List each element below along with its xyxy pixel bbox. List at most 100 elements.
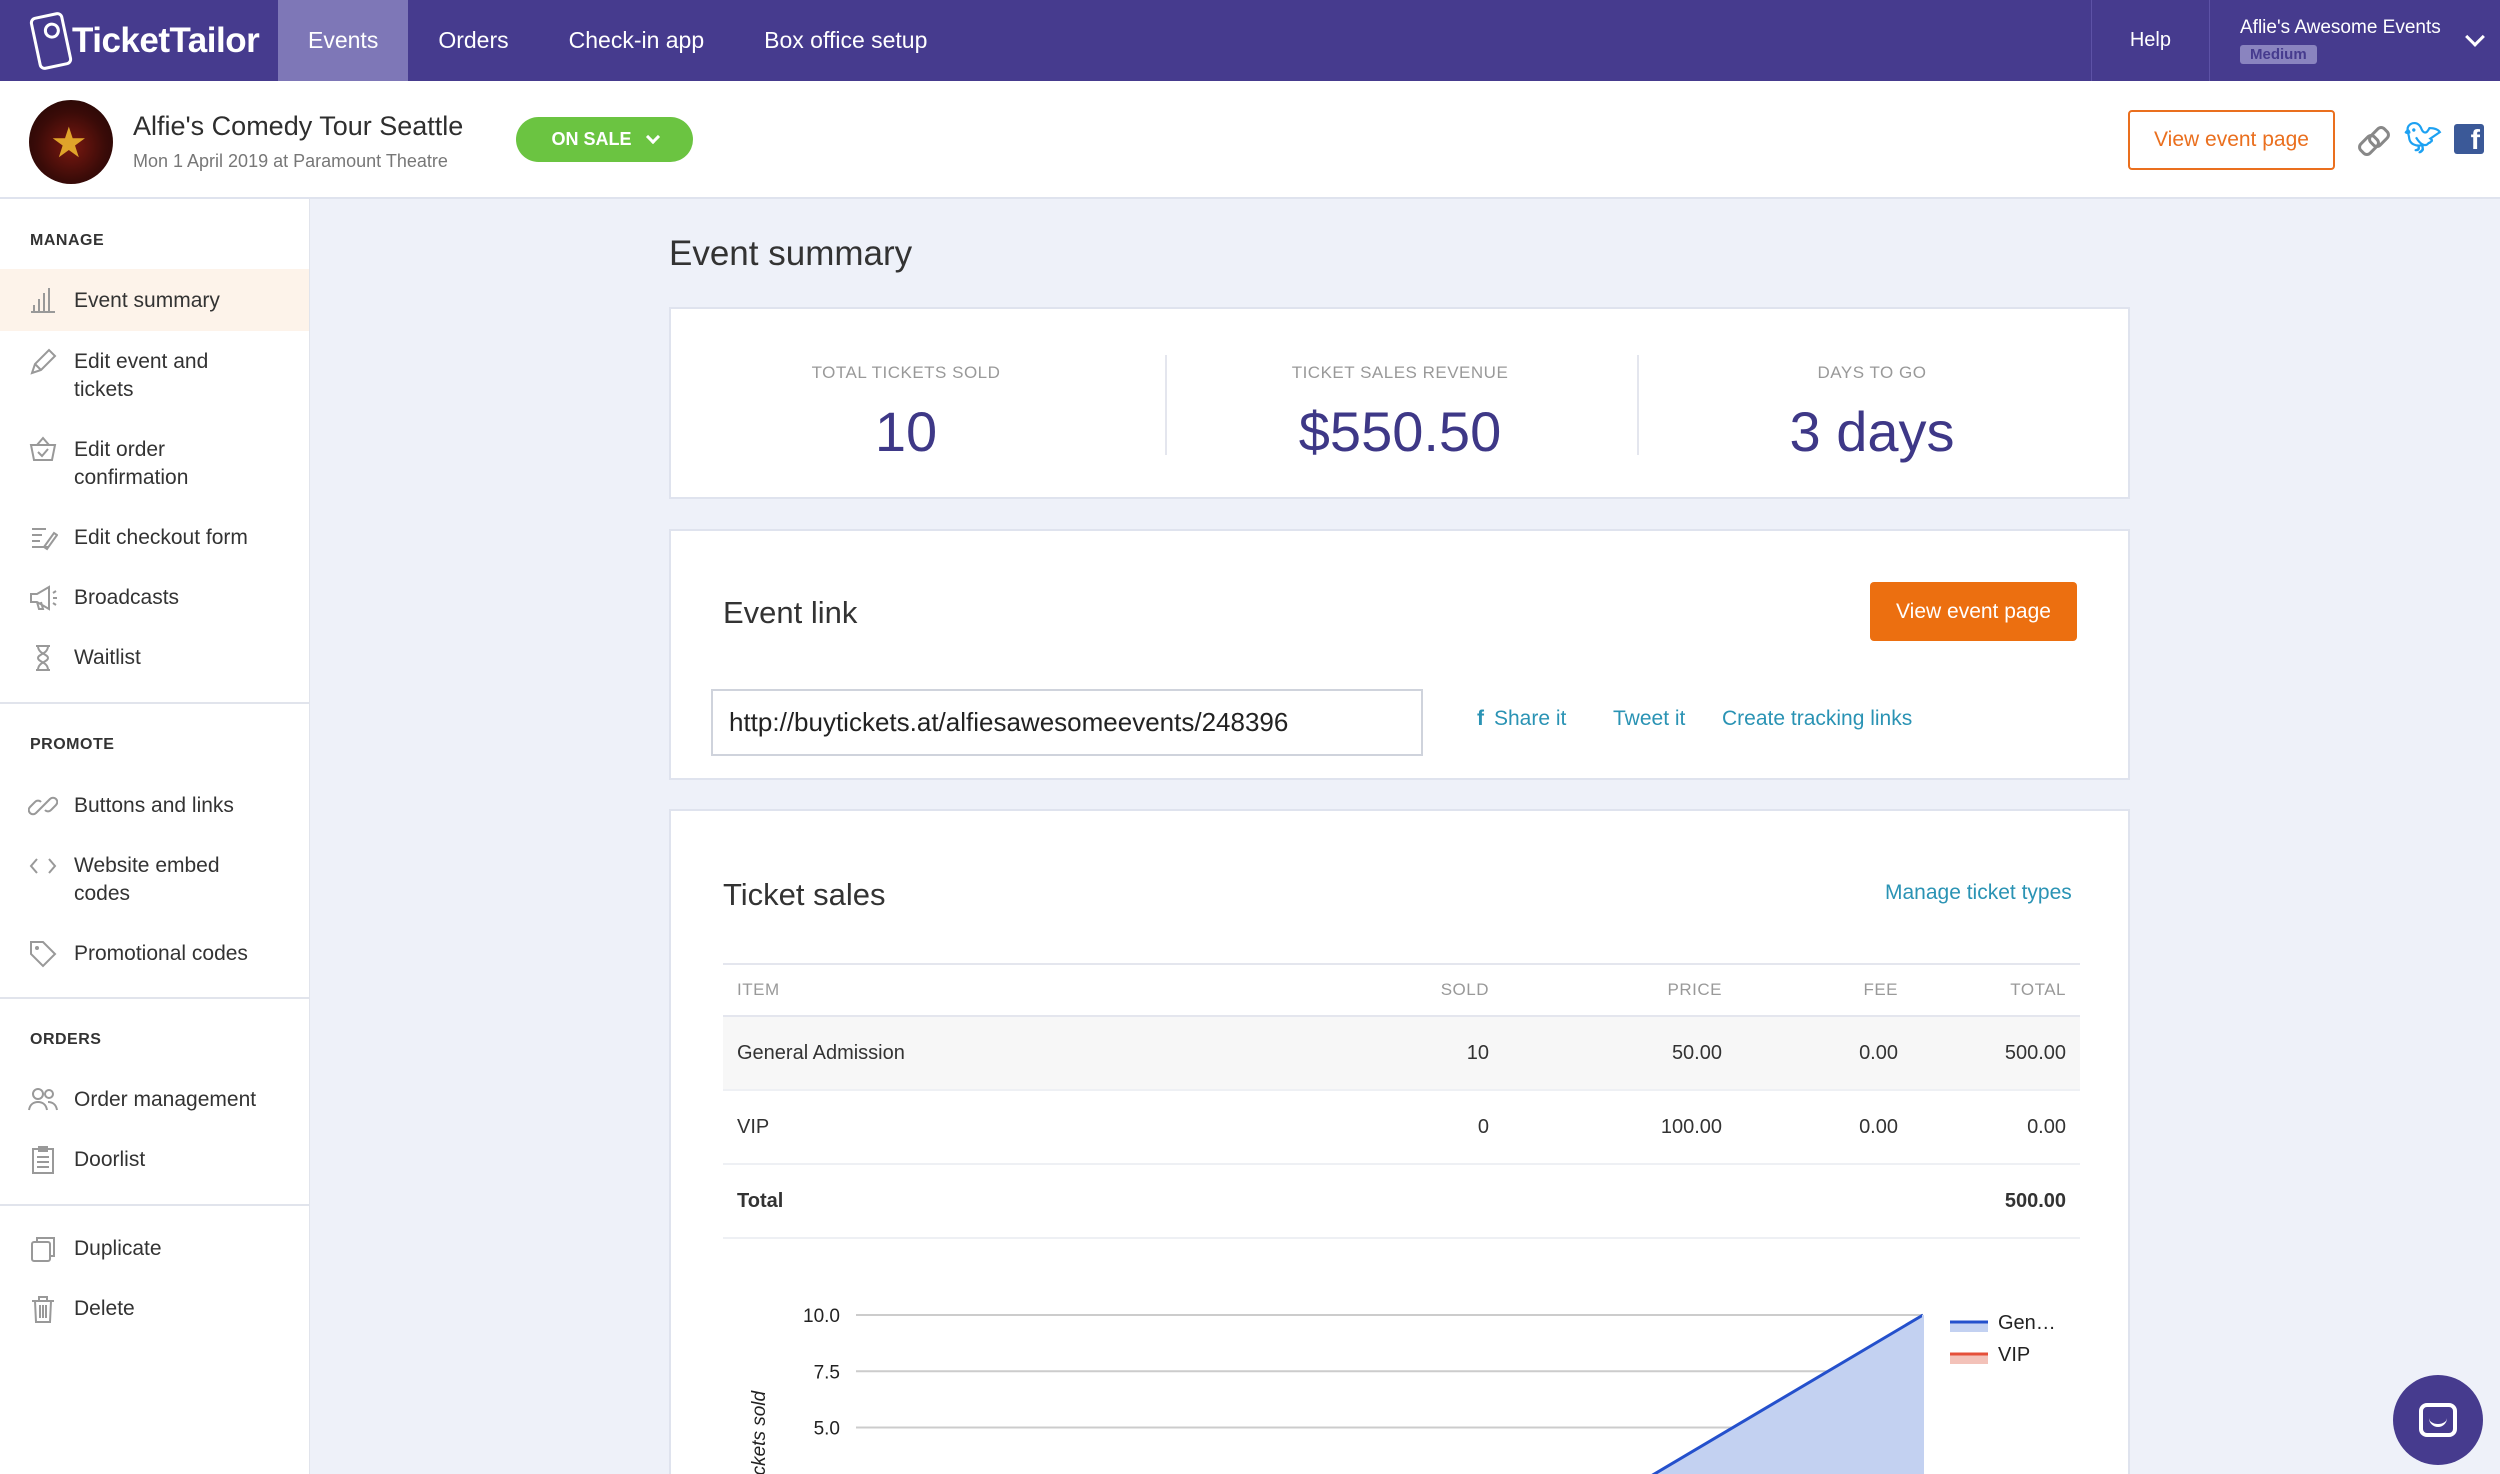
- table-row: VIP 0 100.00 0.00 0.00: [723, 1090, 2080, 1165]
- series-line-general-admission: [1651, 1313, 1924, 1474]
- stat-value: $550.50: [1298, 400, 1502, 463]
- event-link-card: Event link View event page f Share it Twe…: [669, 529, 2130, 780]
- total-label: Total: [723, 1164, 1333, 1239]
- stat-divider: [1637, 355, 1639, 455]
- megaphone-icon: [28, 583, 58, 613]
- event-title: Alfie's Comedy Tour Seattle: [133, 111, 464, 141]
- column-header: TOTAL: [1912, 963, 2080, 1017]
- tag-icon: [28, 939, 58, 969]
- sidebar-divider: [0, 1204, 309, 1206]
- stat-total-tickets: TOTAL TICKETS SOLD 10: [671, 309, 1141, 464]
- help-link[interactable]: Help: [2090, 0, 2210, 81]
- share-it-link[interactable]: f Share it: [1477, 707, 1566, 731]
- sidebar-item-label: Website embed codes: [74, 854, 220, 905]
- pencil-icon: [28, 347, 58, 377]
- section-title-promote: PROMOTE: [30, 736, 115, 753]
- stat-value: 10: [874, 400, 938, 463]
- view-event-page-button-header[interactable]: View event page: [2128, 110, 2335, 170]
- sidebar-item-website-embed-codes[interactable]: Website embed codes: [0, 851, 309, 908]
- page-title: Event summary: [669, 234, 913, 273]
- sidebar-item-doorlist[interactable]: Doorlist: [0, 1145, 309, 1175]
- nav-events[interactable]: Events: [278, 0, 409, 81]
- cell-price: 50.00: [1503, 1016, 1736, 1091]
- sidebar-item-event-summary[interactable]: Event summary: [0, 269, 309, 331]
- sidebar-item-broadcasts[interactable]: Broadcasts: [0, 583, 309, 613]
- bar-chart-icon: [28, 285, 58, 315]
- sidebar-item-delete[interactable]: Delete: [0, 1294, 309, 1324]
- sidebar-item-label: Delete: [74, 1297, 135, 1320]
- sidebar-item-waitlist[interactable]: Waitlist: [0, 643, 309, 673]
- account-name: Aflie's Awesome Events: [2240, 17, 2441, 38]
- y-tick-label: 5.0: [814, 1419, 840, 1440]
- chat-launcher-button[interactable]: [2393, 1375, 2483, 1465]
- ticket-sales-title: Ticket sales: [723, 877, 886, 912]
- cell-price: 100.00: [1503, 1090, 1736, 1165]
- event-header: ★ Alfie's Comedy Tour Seattle Mon 1 Apri…: [0, 81, 2500, 199]
- sidebar-item-label: Doorlist: [74, 1148, 146, 1171]
- sidebar-item-edit-checkout-form[interactable]: Edit checkout form: [0, 523, 309, 553]
- sidebar-item-label: Edit order confirmation: [74, 438, 189, 489]
- facebook-f-icon: f: [1477, 707, 1484, 730]
- code-icon: [28, 851, 58, 881]
- sidebar-item-edit-order-confirmation[interactable]: Edit order confirmation: [0, 435, 309, 492]
- nav-orders[interactable]: Orders: [438, 27, 509, 53]
- status-label: ON SALE: [551, 129, 632, 149]
- sidebar-item-label: Order management: [74, 1088, 257, 1111]
- sidebar-item-label: Edit event and tickets: [74, 350, 209, 401]
- link-icon[interactable]: [2356, 123, 2388, 155]
- sidebar-item-label: Buttons and links: [74, 794, 234, 817]
- legend-swatch: [1950, 1322, 1988, 1332]
- event-url-input[interactable]: [711, 689, 1423, 756]
- clipboard-icon: [28, 1145, 58, 1175]
- empty-cell: [1736, 1164, 1912, 1239]
- status-dropdown[interactable]: ON SALE: [516, 117, 693, 162]
- sidebar-item-label: Event summary: [74, 288, 220, 312]
- sidebar-item-duplicate[interactable]: Duplicate: [0, 1234, 309, 1264]
- stat-value: 3 days: [1789, 400, 1955, 463]
- sidebar-item-edit-event[interactable]: Edit event and tickets: [0, 347, 309, 404]
- legend-entry: VIP: [1998, 1344, 2030, 1366]
- cell-item: General Admission: [723, 1016, 1333, 1091]
- ticket-tag-icon: [28, 10, 74, 71]
- sidebar-item-buttons-and-links[interactable]: Buttons and links: [0, 791, 309, 821]
- top-navigation: TicketTailor Events Orders Check-in app …: [0, 0, 2500, 81]
- stat-label: TOTAL TICKETS SOLD: [811, 363, 1001, 382]
- plan-badge: Medium: [2240, 45, 2317, 64]
- summary-stats-card: TOTAL TICKETS SOLD 10 TICKET SALES REVEN…: [669, 307, 2130, 499]
- nav-box-office-setup[interactable]: Box office setup: [764, 27, 928, 53]
- sidebar-item-label: Promotional codes: [74, 942, 248, 965]
- account-menu[interactable]: Aflie's Awesome Events Medium: [2210, 0, 2500, 81]
- facebook-icon[interactable]: f: [2454, 124, 2484, 154]
- stat-days-to-go: DAYS TO GO 3 days: [1637, 309, 2107, 464]
- empty-cell: [1333, 1164, 1503, 1239]
- star-icon: ★: [50, 119, 88, 166]
- table-header-row: ITEM SOLD PRICE FEE TOTAL: [723, 963, 2080, 1017]
- ticket-sales-card: Ticket sales Manage ticket types ITEM SO…: [669, 809, 2130, 1474]
- event-subtitle: Mon 1 April 2019 at Paramount Theatre: [133, 151, 448, 171]
- view-event-page-button[interactable]: View event page: [1870, 582, 2077, 641]
- sidebar-divider: [0, 702, 309, 704]
- cell-item: VIP: [723, 1090, 1333, 1165]
- section-title-orders: ORDERS: [30, 1031, 102, 1048]
- create-tracking-links-link[interactable]: Create tracking links: [1722, 707, 1913, 730]
- people-icon: [28, 1085, 58, 1115]
- ticket-tailor-logo[interactable]: TicketTailor: [0, 0, 278, 81]
- sidebar-item-order-management[interactable]: Order management: [0, 1085, 309, 1115]
- stat-divider: [1165, 355, 1167, 455]
- section-title-manage: MANAGE: [30, 232, 105, 249]
- manage-ticket-types-link[interactable]: Manage ticket types: [1885, 881, 2072, 904]
- cell-fee: 0.00: [1736, 1090, 1912, 1165]
- y-tick-label: 7.5: [814, 1362, 840, 1383]
- sidebar-item-promotional-codes[interactable]: Promotional codes: [0, 939, 309, 969]
- tweet-it-link[interactable]: Tweet it: [1613, 707, 1686, 730]
- sidebar: MANAGE Event summary Edit event and tick…: [0, 199, 310, 1474]
- share-it-label: Share it: [1494, 707, 1567, 730]
- column-header: SOLD: [1333, 963, 1503, 1017]
- twitter-icon[interactable]: 🐦︎: [2404, 122, 2443, 155]
- hourglass-icon: [28, 643, 58, 673]
- duplicate-icon: [28, 1234, 58, 1264]
- ticket-sales-table: ITEM SOLD PRICE FEE TOTAL General Admiss…: [723, 963, 2080, 1239]
- nav-check-in-app[interactable]: Check-in app: [568, 27, 705, 53]
- column-header: FEE: [1736, 963, 1912, 1017]
- stat-revenue: TICKET SALES REVENUE $550.50: [1165, 309, 1635, 464]
